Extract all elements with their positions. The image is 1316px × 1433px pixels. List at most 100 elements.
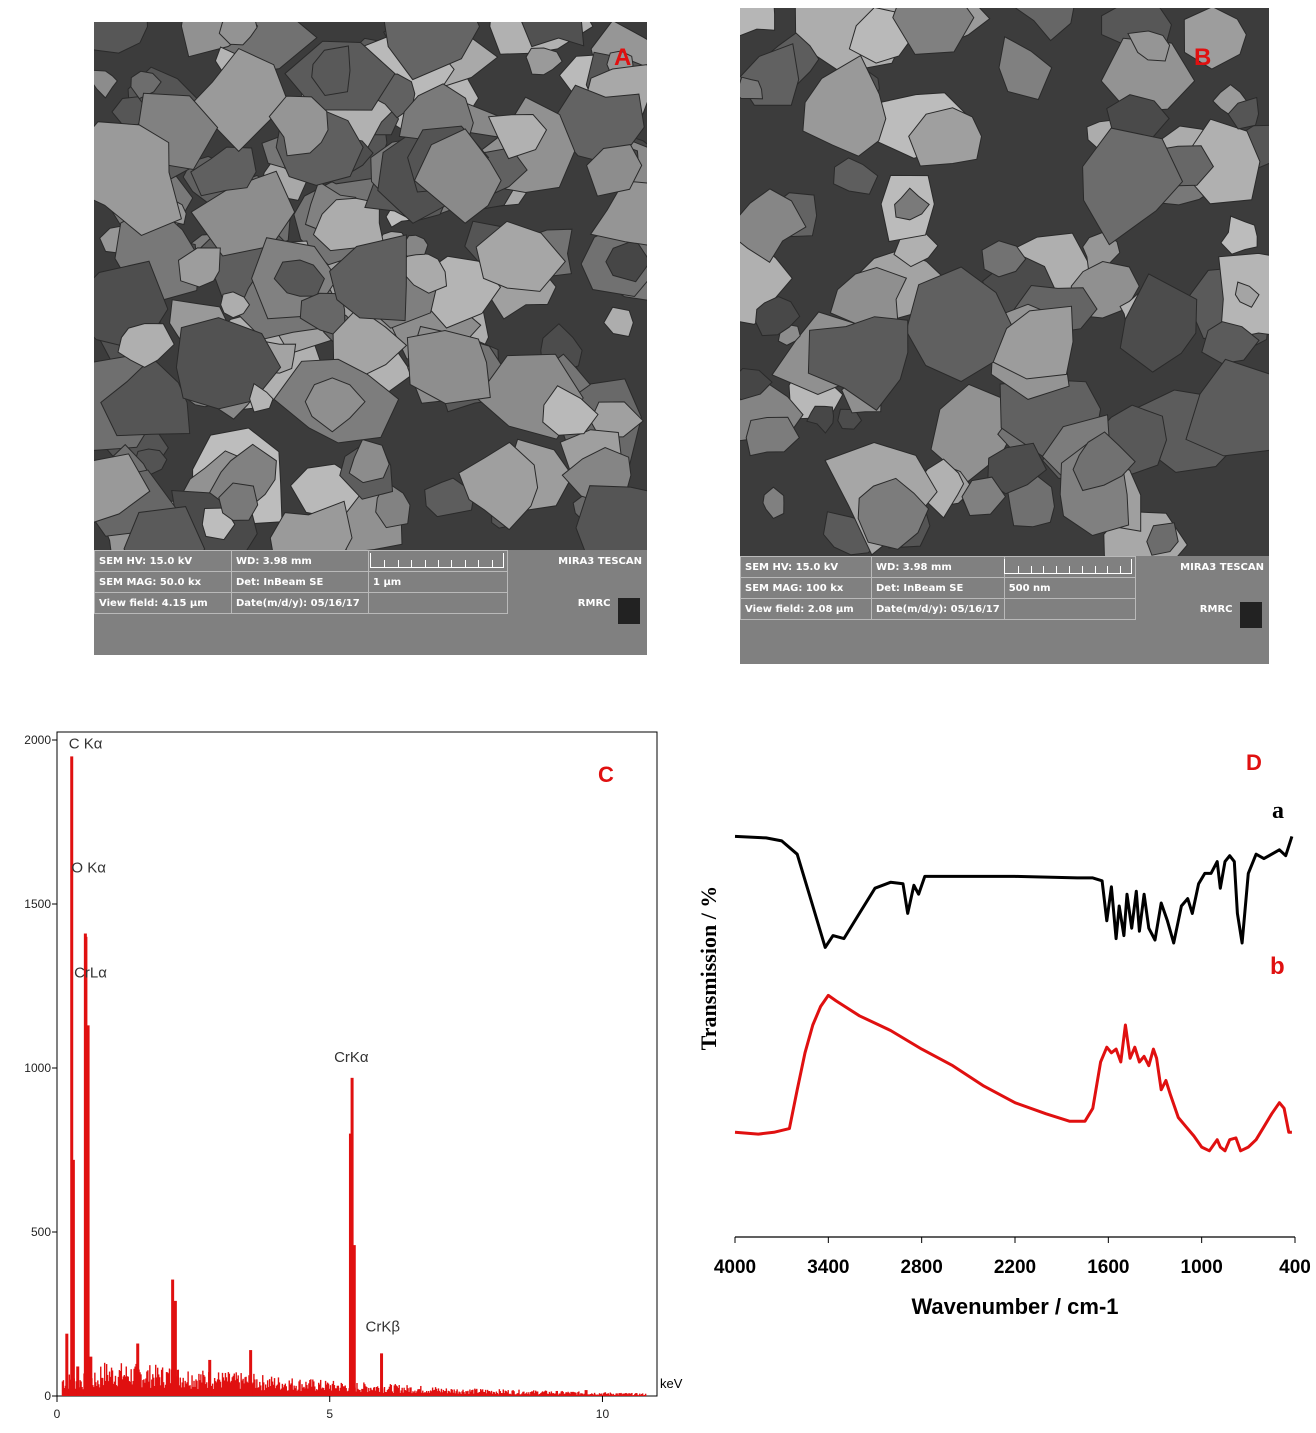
scale-bar-a (370, 553, 504, 568)
sem-particle (740, 76, 764, 100)
scale-tick (1081, 566, 1083, 573)
sem-particle (218, 482, 259, 521)
sem-particle (521, 22, 585, 48)
sem-particle (1015, 8, 1075, 42)
sem-particle (348, 438, 390, 484)
sem-mag-a: SEM MAG: 50.0 kx (94, 571, 232, 593)
edx-peak (70, 756, 74, 1396)
y-tick-label: 0 (44, 1389, 51, 1403)
sem-vf-a: View field: 4.15 μm (94, 592, 232, 614)
sem-particle (94, 121, 182, 236)
x-tick-label: 3400 (807, 1257, 849, 1278)
sem-brand-b: MIRA3 TESCAN (1180, 561, 1264, 573)
sem-particle (100, 357, 191, 437)
sem-hv-b: SEM HV: 15.0 kV (740, 556, 872, 578)
sem-particle (273, 259, 325, 297)
edx-peak-label: CrLα (74, 964, 107, 981)
edx-peak-label: O Kα (71, 859, 106, 876)
x-tick-label: 5 (326, 1407, 333, 1421)
sem-particle (908, 107, 983, 167)
panel-a: A SEM HV: 15.0 kV WD: 3.98 mm MIRA3 TESC… (94, 22, 647, 655)
sem-particle (603, 306, 634, 338)
sem-particle (1183, 8, 1247, 70)
sem-particle (1146, 522, 1179, 556)
scale-tick (478, 560, 480, 567)
sem-particle (1227, 96, 1260, 130)
scale-tick (1107, 566, 1109, 573)
sem-particle (190, 146, 257, 197)
sem-wd-b: WD: 3.98 mm (871, 556, 1005, 578)
sem-particle (329, 234, 407, 322)
sem-particle (740, 367, 773, 401)
scale-bar-b (1004, 559, 1132, 574)
tescan-logo-b (1240, 602, 1262, 628)
sem-particle (117, 322, 175, 368)
scale-tick (1056, 566, 1058, 573)
sem-particle (130, 70, 162, 100)
sem-date-b: Date(m/d/y): 05/16/17 (871, 598, 1005, 620)
edx-peak (249, 1350, 253, 1396)
ftir-chart: 4000 3400 2800 2200 1600 1000 400 D a b Transm… (696, 750, 1311, 1319)
scale-tick (1094, 566, 1096, 573)
sem-image-b (740, 8, 1269, 556)
sem-particle (1119, 273, 1198, 373)
scale-tick (1069, 566, 1070, 573)
sem-image-a (94, 22, 647, 550)
edx-peak (65, 1333, 69, 1396)
edx-peak (86, 1025, 90, 1396)
sem-lab-b: RMRC (1199, 603, 1233, 615)
edx-peak (348, 1133, 352, 1396)
empty-cell-b (1135, 578, 1268, 599)
edx-peak (71, 1159, 75, 1396)
ftir-ylabel: Transmission / % (696, 886, 721, 1051)
sem-particle (740, 8, 776, 37)
y-tick-label: 1000 (24, 1061, 51, 1075)
edx-peak-label: CrKα (334, 1049, 369, 1066)
sem-hv-a: SEM HV: 15.0 kV (94, 550, 232, 572)
edx-xlabel: keV (660, 1376, 683, 1391)
empty-cell-a2 (368, 592, 508, 614)
sem-particle (833, 157, 879, 195)
sem-micrograph-b (740, 8, 1269, 556)
sem-particle (961, 476, 1007, 517)
panel-letter-a: A (614, 44, 632, 71)
scale-tick (1043, 566, 1045, 573)
edx-peak (584, 1390, 588, 1396)
sem-particle (806, 405, 835, 434)
edx-peak (136, 1343, 140, 1396)
sem-particle (1185, 358, 1269, 457)
panel-b: B SEM HV: 15.0 kV WD: 3.98 mm MIRA3 TESC… (740, 8, 1269, 664)
sem-particle (94, 22, 149, 54)
x-tick-label: 2200 (994, 1257, 1036, 1278)
sem-particle (269, 500, 353, 550)
sem-particle (304, 377, 366, 433)
x-tick-label: 1600 (1087, 1257, 1129, 1278)
edx-peak (84, 936, 88, 1396)
sem-particle (575, 485, 647, 550)
sem-particle (94, 453, 151, 523)
edx-peak (89, 1356, 93, 1396)
sem-date-a: Date(m/d/y): 05/16/17 (231, 592, 369, 614)
sem-particle (1082, 127, 1184, 246)
edx-peak (171, 1279, 175, 1396)
edx-peak (208, 1359, 212, 1396)
ftir-series-b (734, 993, 1292, 1153)
sem-particle (1100, 37, 1196, 113)
x-tick-label: 4000 (714, 1257, 756, 1278)
sem-particle (525, 47, 563, 76)
sem-particle (332, 306, 408, 379)
sem-particle (807, 316, 909, 411)
sem-particle (892, 8, 975, 55)
scale-tick (1120, 566, 1122, 573)
sem-brand-a: MIRA3 TESCAN (558, 555, 642, 567)
y-tick-label: 500 (31, 1225, 51, 1239)
sem-particle (987, 442, 1048, 495)
sem-particle (1201, 321, 1260, 365)
sem-particle (762, 486, 785, 520)
edx-peak-label: C Kα (69, 735, 103, 752)
sem-particle (249, 382, 274, 413)
sem-particle (745, 416, 800, 457)
sem-particle (589, 180, 647, 246)
sem-particle (268, 95, 329, 157)
sem-particle (475, 220, 566, 292)
